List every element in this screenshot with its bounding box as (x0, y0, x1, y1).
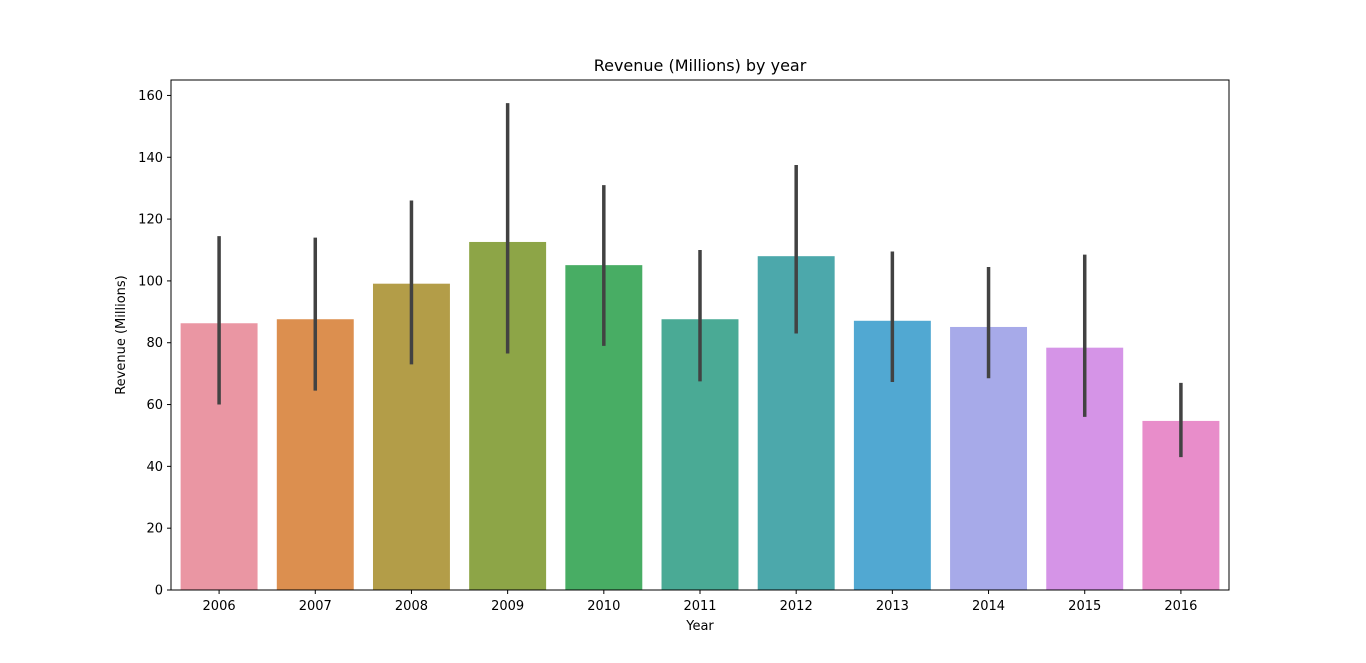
y-axis: 0 20 40 60 80 100 120 140 160 (138, 89, 171, 599)
x-tick-label: 2016 (1164, 599, 1197, 614)
x-tick-label: 2015 (1068, 599, 1101, 614)
chart-title: Revenue (Millions) by year (594, 56, 807, 75)
x-tick-label: 2014 (972, 599, 1005, 614)
x-tick-label: 2008 (395, 599, 428, 614)
y-tick-label: 0 (155, 584, 163, 599)
y-tick-label: 160 (138, 89, 163, 104)
y-tick-label: 80 (146, 336, 163, 351)
x-tick-label: 2010 (587, 599, 620, 614)
y-tick-label: 60 (146, 398, 163, 413)
x-axis: 2006 2007 2008 2009 2010 2011 2012 2013 2014 2015… (203, 590, 1197, 614)
x-tick-label: 2009 (491, 599, 524, 614)
x-tick-label: 2006 (203, 599, 236, 614)
x-tick-label: 2011 (683, 599, 716, 614)
y-tick-label: 40 (146, 460, 163, 475)
y-axis-label: Revenue (Millions) (114, 275, 129, 395)
x-axis-label: Year (685, 619, 714, 634)
y-tick-label: 120 (138, 213, 163, 228)
x-tick-label: 2013 (876, 599, 909, 614)
error-bars-group (217, 103, 1183, 458)
x-tick-label: 2007 (299, 599, 332, 614)
x-tick-label: 2012 (780, 599, 813, 614)
y-tick-label: 140 (138, 151, 163, 166)
y-tick-label: 20 (146, 522, 163, 537)
y-tick-label: 100 (138, 274, 163, 289)
